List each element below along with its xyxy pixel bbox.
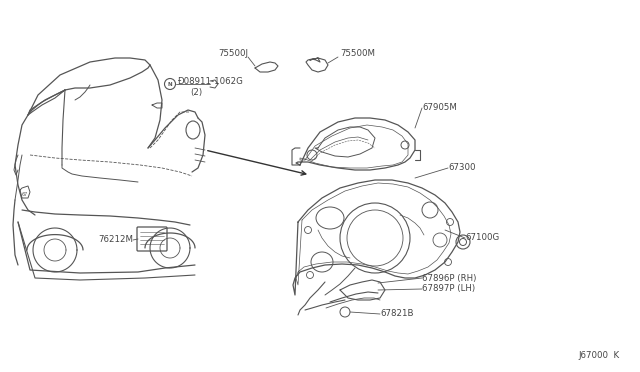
Text: Ð08911-1062G: Ð08911-1062G [178, 77, 244, 87]
Text: 75500M: 75500M [340, 49, 375, 58]
Text: J67000  K: J67000 K [579, 352, 620, 360]
Text: 75500J: 75500J [218, 49, 248, 58]
Text: 67300: 67300 [448, 164, 476, 173]
Text: 67896P (RH): 67896P (RH) [422, 273, 476, 282]
Text: 67100G: 67100G [465, 234, 499, 243]
Text: (2): (2) [190, 89, 202, 97]
Text: 76212M: 76212M [98, 235, 133, 244]
Text: 67821B: 67821B [380, 310, 413, 318]
Text: 67905M: 67905M [422, 103, 457, 112]
Text: N: N [168, 81, 172, 87]
Text: 67897P (LH): 67897P (LH) [422, 285, 475, 294]
Text: 67: 67 [22, 192, 28, 196]
